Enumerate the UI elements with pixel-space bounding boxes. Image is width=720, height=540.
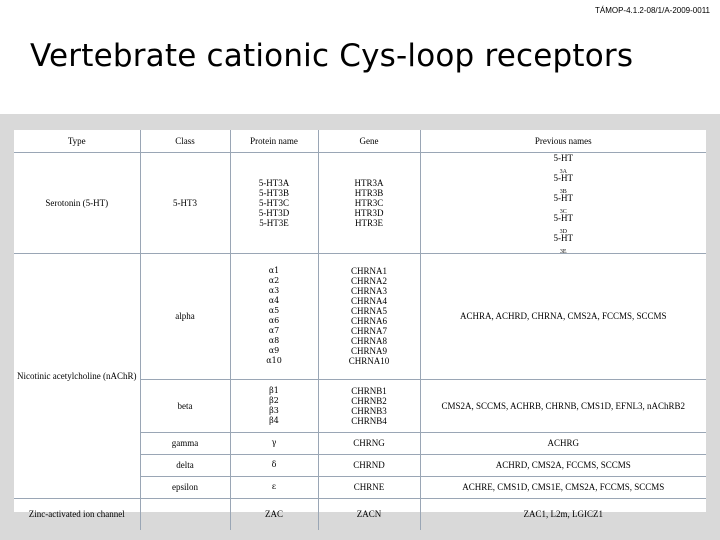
protein-name: α3 — [268, 286, 280, 295]
class-gamma: gamma — [139, 432, 230, 455]
table-header-row: Type Class Protein name Gene Previous na… — [14, 130, 706, 153]
gene-name: CHRNA1 — [350, 266, 387, 276]
protein-name: β2 — [269, 395, 279, 405]
receptor-table-wrapper: Type Class Protein name Gene Previous na… — [14, 130, 706, 530]
protein-name: β4 — [269, 415, 279, 425]
previous-name: 5-HT 3D — [553, 212, 574, 235]
class-5ht3: 5-HT3 — [139, 152, 230, 254]
protein-name: 5-HT3D — [258, 207, 290, 218]
gene-name: CHRNA7 — [350, 326, 387, 336]
gene-name: CHRNA4 — [350, 296, 387, 306]
column-header-class: Class — [139, 130, 230, 153]
gene-delta: CHRND — [317, 454, 420, 477]
receptor-table: Type Class Protein name Gene Previous na… — [14, 130, 706, 530]
gene-list-beta: CHRNB1 CHRNB2 CHRNB3 CHRNB4 — [317, 379, 420, 433]
previous-names-beta: CMS2A, SCCMS, ACHRB, CHRNB, CMS1D, EFNL3… — [419, 379, 706, 433]
previous-names-delta: ACHRD, CMS2A, FCCMS, SCCMS — [419, 454, 706, 477]
previous-names-gamma: ACHRG — [419, 432, 706, 455]
table-row-epsilon: epsilon ε CHRNE ACHRE, CMS1D, CMS1E, CMS… — [14, 476, 706, 499]
protein-name: α4 — [268, 296, 280, 305]
gene-name: CHRNA10 — [348, 356, 390, 366]
protein-name: α6 — [268, 316, 280, 325]
protein-name: 5-HT3E — [259, 217, 289, 228]
gene-name: HTR3B — [354, 187, 384, 198]
gene-gamma: CHRNG — [317, 432, 420, 455]
previous-names-5ht3: 5-HT 3A 5-HT 3B 5-HT 3C 5-HT 3D 5-HT 3E — [419, 152, 706, 255]
table-row-alpha: Nicotinic acetylcholine (nAChR) alpha α1… — [14, 253, 706, 499]
gene-name: CHRNB1 — [351, 385, 387, 396]
class-delta: delta — [139, 454, 230, 477]
protein-name: α9 — [268, 346, 280, 355]
column-header-previous-names: Previous names — [419, 130, 706, 153]
protein-name: β3 — [269, 405, 279, 415]
gene-name: CHRNB3 — [351, 405, 387, 416]
protein-name: α1 — [268, 266, 280, 275]
previous-names-alpha: ACHRA, ACHRD, CHRNA, CMS2A, FCCMS, SCCMS — [419, 253, 706, 380]
document-code: TÁMOP-4.1.2-08/1/A-2009-0011 — [594, 6, 710, 15]
protein-name: α7 — [268, 326, 280, 335]
table-row-delta: delta δ CHRND ACHRD, CMS2A, FCCMS, SCCMS — [14, 454, 706, 477]
gene-zac: ZACN — [317, 498, 420, 530]
gene-name: HTR3D — [354, 207, 384, 218]
protein-name: α2 — [268, 276, 280, 285]
gene-name: HTR3C — [354, 197, 384, 208]
gene-name: CHRNA8 — [350, 336, 387, 346]
gene-name: CHRNA3 — [350, 286, 387, 296]
gene-name: HTR3A — [354, 177, 384, 188]
previous-name: 5-HT 3C — [553, 192, 574, 215]
protein-name: α5 — [268, 306, 280, 315]
protein-epsilon: ε — [229, 476, 318, 499]
gene-name: HTR3E — [355, 217, 383, 228]
previous-name: 5-HT 3B — [553, 172, 574, 195]
protein-list-alpha: α1 α2 α3 α4 α5 α6 α7 α8 α9 α10 — [229, 253, 318, 380]
protein-list-5ht3: 5-HT3A 5-HT3B 5-HT3C 5-HT3D 5-HT3E — [229, 152, 318, 254]
protein-gamma: γ — [229, 432, 318, 455]
gene-name: CHRNA2 — [350, 276, 387, 286]
gene-name: CHRNB4 — [351, 415, 387, 426]
gene-name: CHRNA6 — [350, 316, 387, 326]
protein-name: 5-HT3C — [259, 197, 289, 208]
protein-delta: δ — [229, 454, 318, 477]
protein-name: α10 — [266, 356, 282, 365]
previous-names-zac: ZAC1, L2m, LGICZ1 — [419, 498, 706, 530]
protein-name: 5-HT3A — [258, 177, 290, 188]
gene-list-5ht3: HTR3A HTR3B HTR3C HTR3D HTR3E — [317, 152, 420, 254]
class-beta: beta — [139, 379, 230, 433]
protein-list-beta: β1 β2 β3 β4 — [229, 379, 318, 433]
protein-name: β1 — [269, 385, 279, 395]
gene-list-alpha: CHRNA1 CHRNA2 CHRNA3 CHRNA4 CHRNA5 CHRNA… — [317, 253, 420, 380]
table-row-5ht3: Serotonin (5-HT) 5-HT3 5-HT3A 5-HT3B 5-H… — [14, 152, 706, 255]
column-header-gene: Gene — [317, 130, 420, 153]
table-row-zac: Zinc-activated ion channel ZAC ZACN ZAC1… — [14, 498, 706, 530]
table-row-gamma: gamma γ CHRNG ACHRG — [14, 432, 706, 455]
column-header-type: Type — [14, 130, 140, 153]
column-header-protein-name: Protein name — [229, 130, 318, 153]
previous-names-epsilon: ACHRE, CMS1D, CMS1E, CMS2A, FCCMS, SCCMS — [419, 476, 706, 499]
type-serotonin: Serotonin (5-HT) — [14, 152, 140, 254]
gene-name: CHRNA5 — [350, 306, 387, 316]
class-zac — [139, 498, 230, 530]
previous-name: 5-HT 3E — [553, 232, 574, 255]
previous-name: 5-HT 3A — [553, 152, 574, 175]
type-nicotinic: Nicotinic acetylcholine (nAChR) — [14, 253, 140, 499]
slide-title: Vertebrate cationic Cys-loop receptors — [30, 38, 634, 74]
table-row-beta: beta β1 β2 β3 β4 CHRNB1 CHRNB2 CHRNB3 CH… — [14, 379, 706, 433]
gene-name: CHRNA9 — [350, 346, 387, 356]
gene-name: CHRNB2 — [351, 395, 387, 406]
protein-name: α8 — [268, 336, 280, 345]
type-zinc-activated: Zinc-activated ion channel — [28, 509, 125, 520]
protein-zac: ZAC — [229, 498, 318, 530]
protein-name: 5-HT3B — [259, 187, 289, 198]
class-alpha: alpha — [139, 253, 230, 380]
class-epsilon: epsilon — [139, 476, 230, 499]
gene-epsilon: CHRNE — [317, 476, 420, 499]
